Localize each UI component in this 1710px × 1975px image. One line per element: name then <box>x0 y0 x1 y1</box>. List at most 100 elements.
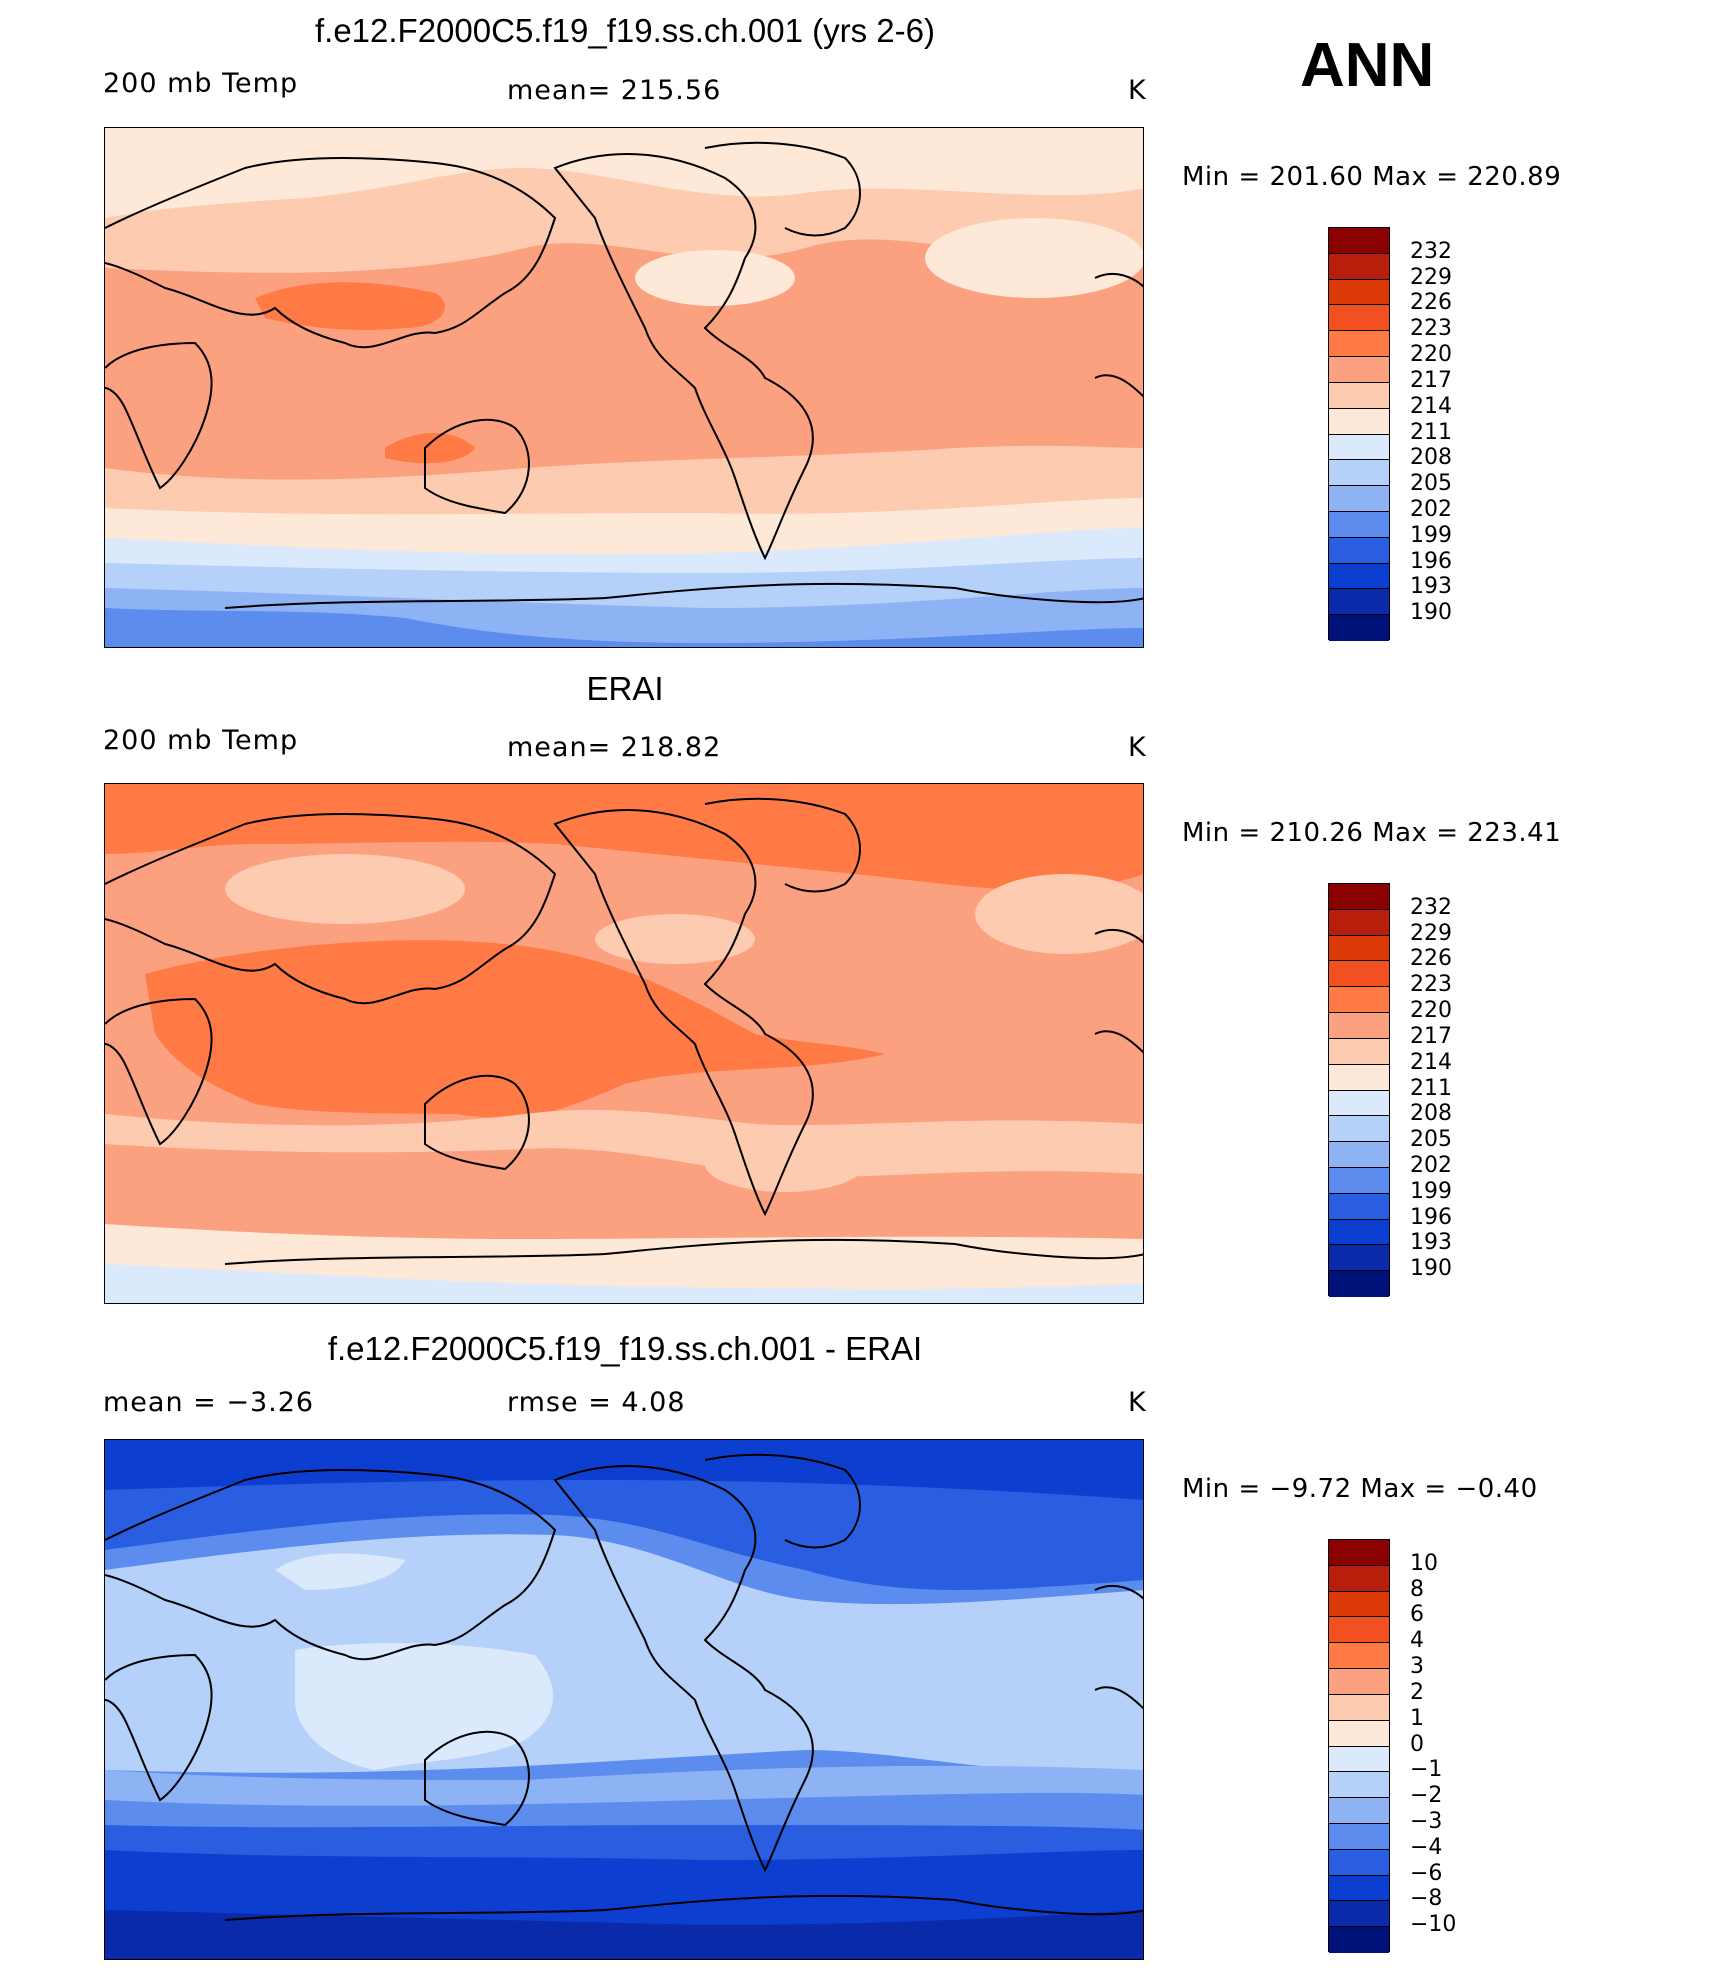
colorbar-tick-label: 232 <box>1410 238 1452 264</box>
colorbar-swatch <box>1329 589 1389 616</box>
colorbar-tick-label: 199 <box>1410 1178 1452 1204</box>
colorbar-swatch <box>1329 1038 1389 1065</box>
colorbar-tick-label: −1 <box>1410 1757 1443 1783</box>
colorbar-tick-label: −4 <box>1410 1834 1443 1860</box>
colorbar-swatch <box>1329 1927 1389 1953</box>
p2-tropics-warm <box>145 940 885 1118</box>
colorbar-tick-label: 10 <box>1410 1550 1438 1576</box>
panel2-variable-label: 200 mb Temp <box>103 725 299 756</box>
colorbar-swatch <box>1329 1219 1389 1246</box>
panel1-map <box>104 127 1144 648</box>
colorbar-swatch <box>1329 935 1389 962</box>
panel1-map-svg <box>105 128 1143 647</box>
colorbar-tick-label: 190 <box>1410 1256 1452 1282</box>
colorbar-tick-label: 223 <box>1410 316 1452 342</box>
colorbar-tick-label: 205 <box>1410 471 1452 497</box>
colorbar-swatch <box>1329 1013 1389 1039</box>
colorbar-tick-label: 205 <box>1410 1127 1452 1153</box>
panel1-colorbar <box>1328 227 1390 641</box>
colorbar-tick-label: 202 <box>1410 1152 1452 1178</box>
colorbar-swatch <box>1329 1617 1389 1644</box>
panel2-title: ERAI <box>586 670 664 707</box>
colorbar-swatch <box>1329 1193 1389 1220</box>
colorbar-tick-label: 214 <box>1410 1049 1452 1075</box>
p2-s-patch <box>705 1136 865 1192</box>
colorbar-swatch <box>1329 1901 1389 1928</box>
colorbar-tick-label: 208 <box>1410 445 1452 471</box>
colorbar-tick-label: −8 <box>1410 1886 1443 1912</box>
colorbar-tick-label: −10 <box>1410 1912 1457 1938</box>
colorbar-tick-label: 4 <box>1410 1628 1424 1654</box>
colorbar-swatch <box>1329 1116 1389 1143</box>
p1-atlantic-patch <box>925 218 1143 298</box>
colorbar-tick-label: 0 <box>1410 1731 1424 1757</box>
colorbar-swatch <box>1329 909 1389 936</box>
colorbar-swatch <box>1329 253 1389 280</box>
panel3-title: f.e12.F2000C5.f19_f19.ss.ch.001 - ERAI <box>327 1330 923 1367</box>
colorbar-tick-label: 226 <box>1410 946 1452 972</box>
colorbar-tick-label: 193 <box>1410 574 1452 600</box>
colorbar-tick-label: 193 <box>1410 1230 1452 1256</box>
panel1-variable-label: 200 mb Temp <box>103 68 299 99</box>
p1-coastlines <box>105 141 1143 609</box>
p2-europe-cool <box>225 854 465 924</box>
colorbar-tick-label: −2 <box>1410 1783 1443 1809</box>
panel2-colorbar <box>1328 883 1390 1297</box>
colorbar-swatch <box>1329 1565 1389 1592</box>
colorbar-swatch <box>1329 1772 1389 1799</box>
colorbar-swatch <box>1329 511 1389 538</box>
p2-pacific-cool <box>595 914 755 964</box>
colorbar-tick-label: 232 <box>1410 894 1452 920</box>
p1-pacific-patch <box>635 250 795 306</box>
colorbar-swatch <box>1329 1540 1389 1566</box>
colorbar-swatch <box>1329 1271 1389 1297</box>
p3-light-patch <box>275 1553 405 1590</box>
colorbar-swatch <box>1329 228 1389 254</box>
colorbar-swatch <box>1329 305 1389 332</box>
colorbar-swatch <box>1329 382 1389 409</box>
colorbar-swatch <box>1329 1849 1389 1876</box>
colorbar-swatch <box>1329 279 1389 306</box>
p3-coastlines <box>105 1453 1143 1921</box>
colorbar-tick-label: 190 <box>1410 600 1452 626</box>
colorbar-swatch <box>1329 884 1389 910</box>
colorbar-swatch <box>1329 1669 1389 1695</box>
colorbar-tick-label: 208 <box>1410 1101 1452 1127</box>
colorbar-swatch <box>1329 1798 1389 1824</box>
panel3-colorbar <box>1328 1539 1390 1953</box>
colorbar-swatch <box>1329 1694 1389 1721</box>
colorbar-swatch <box>1329 1245 1389 1272</box>
colorbar-tick-label: 226 <box>1410 290 1452 316</box>
colorbar-tick-label: −6 <box>1410 1860 1443 1886</box>
panel2-map <box>104 783 1144 1304</box>
panel2-minmax: Min = 210.26 Max = 223.41 <box>1182 818 1562 848</box>
colorbar-swatch <box>1329 460 1389 487</box>
panel3-map-svg <box>105 1440 1143 1959</box>
colorbar-tick-label: 6 <box>1410 1602 1424 1628</box>
panel3-rmse-label: rmse = 4.08 <box>507 1387 686 1418</box>
p1-south-band6 <box>105 608 1143 647</box>
colorbar-tick-label: 211 <box>1410 419 1452 445</box>
colorbar-swatch <box>1329 408 1389 435</box>
colorbar-swatch <box>1329 1875 1389 1902</box>
panel1-title: f.e12.F2000C5.f19_f19.ss.ch.001 (yrs 2-6… <box>314 12 935 49</box>
colorbar-swatch <box>1329 1746 1389 1773</box>
p3-north-dark <box>105 1440 1143 1500</box>
p2-atlantic-cool <box>975 874 1143 954</box>
colorbar-swatch <box>1329 1090 1389 1117</box>
colorbar-swatch <box>1329 615 1389 641</box>
colorbar-tick-label: 220 <box>1410 998 1452 1024</box>
colorbar-swatch <box>1329 1720 1389 1747</box>
colorbar-tick-label: 2 <box>1410 1679 1424 1705</box>
colorbar-tick-label: 3 <box>1410 1654 1424 1680</box>
colorbar-swatch <box>1329 1823 1389 1850</box>
colorbar-swatch <box>1329 563 1389 590</box>
colorbar-tick-label: 196 <box>1410 1204 1452 1230</box>
colorbar-tick-label: 223 <box>1410 972 1452 998</box>
colorbar-tick-label: −3 <box>1410 1808 1443 1834</box>
colorbar-swatch <box>1329 486 1389 512</box>
colorbar-swatch <box>1329 987 1389 1014</box>
colorbar-swatch <box>1329 1064 1389 1091</box>
panel1-mean-label: mean= 215.56 <box>507 75 722 106</box>
p1-arctic-band <box>105 128 1143 218</box>
